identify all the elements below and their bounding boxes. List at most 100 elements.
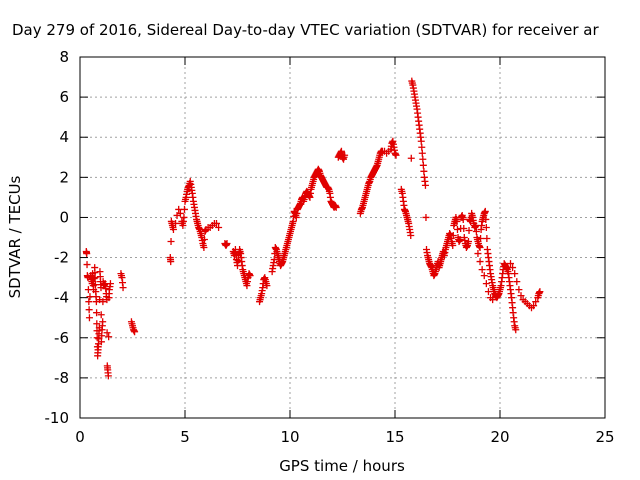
axis-tick-labels: -10 -8 -6 -4 -2 0 2 4 6 8 0 5 10 15 20 25 (45, 48, 615, 446)
data-point (332, 203, 340, 211)
data-point (418, 149, 426, 157)
data-point (453, 217, 461, 225)
data-point (169, 225, 177, 233)
data-point (482, 215, 490, 223)
data-point (91, 274, 99, 282)
data-point (513, 278, 521, 286)
data-point (167, 238, 175, 246)
data-point (465, 226, 473, 234)
data-point (449, 242, 457, 250)
data-point (507, 260, 514, 268)
data-point (106, 280, 114, 288)
data-point (517, 292, 525, 300)
data-point (215, 223, 223, 231)
data-points (82, 77, 544, 380)
data-point (512, 326, 520, 334)
data-point (460, 224, 468, 232)
data-point (476, 258, 484, 266)
x-tick-label: 10 (280, 428, 299, 446)
data-point (263, 282, 271, 290)
x-tick-label: 20 (490, 428, 509, 446)
data-point (85, 306, 93, 314)
y-tick-label: -10 (45, 409, 70, 427)
plot-frame (79, 56, 606, 419)
data-point (200, 236, 208, 244)
data-point (532, 298, 540, 306)
y-tick-label: -2 (54, 249, 69, 267)
y-tick-label: 2 (59, 168, 69, 186)
data-point (83, 250, 91, 258)
data-point (489, 296, 497, 304)
data-point (417, 137, 425, 145)
data-point (474, 250, 482, 258)
data-point (99, 318, 107, 326)
data-point (223, 240, 231, 248)
data-point (93, 320, 101, 328)
data-point (465, 238, 472, 246)
data-point (482, 223, 490, 231)
y-axis-title: SDTVAR / TECUs (6, 175, 24, 298)
data-point (482, 280, 490, 288)
x-tick-label: 15 (385, 428, 404, 446)
data-point (131, 328, 139, 336)
data-point (98, 332, 106, 340)
data-point (180, 205, 188, 213)
data-point (481, 207, 489, 215)
data-point (97, 311, 105, 319)
chart-title: Day 279 of 2016, Sidereal Day-to-day VTE… (12, 21, 599, 39)
y-tick-label: 8 (59, 48, 69, 66)
data-point (176, 209, 184, 217)
y-tick-label: 6 (59, 88, 69, 106)
data-point (472, 227, 480, 235)
data-point (478, 266, 486, 274)
data-point (515, 286, 523, 294)
data-point (421, 181, 429, 189)
data-point (172, 219, 180, 227)
data-point (99, 298, 107, 306)
data-point (456, 236, 464, 244)
y-tick-label: -4 (54, 289, 69, 307)
data-point (246, 272, 254, 280)
data-point (530, 302, 538, 310)
data-point (477, 235, 485, 243)
data-point (97, 338, 105, 346)
data-point (392, 151, 400, 159)
data-point (480, 272, 488, 280)
data-point (93, 309, 101, 317)
data-point (213, 219, 220, 227)
data-point (200, 244, 208, 252)
data-point (180, 213, 188, 221)
data-point (449, 231, 457, 239)
data-point (419, 161, 427, 169)
data-point (167, 258, 175, 266)
y-tick-label: -8 (54, 369, 69, 387)
data-point (511, 270, 519, 278)
data-point (104, 372, 112, 380)
data-point (103, 329, 111, 337)
data-point (83, 261, 91, 269)
x-tick-label: 5 (180, 428, 190, 446)
data-point (93, 334, 101, 342)
y-tick-label: -6 (54, 329, 69, 347)
data-point (459, 215, 467, 223)
y-tick-label: 4 (59, 128, 69, 146)
axis-ticks (79, 56, 606, 419)
data-point (341, 151, 349, 159)
data-point (90, 275, 98, 283)
data-point (407, 231, 415, 239)
data-point (85, 298, 93, 306)
data-point (105, 333, 113, 341)
grid-lines (80, 57, 605, 418)
x-tick-label: 0 (75, 428, 85, 446)
y-tick-label: 0 (59, 208, 69, 226)
data-point (509, 264, 517, 272)
data-point (422, 213, 430, 221)
data-point (483, 235, 491, 243)
x-axis-title: GPS time / hours (279, 457, 405, 475)
data-point (85, 314, 93, 322)
data-point (420, 167, 428, 175)
data-point (453, 225, 461, 233)
data-point (86, 293, 94, 301)
data-point (476, 244, 484, 252)
